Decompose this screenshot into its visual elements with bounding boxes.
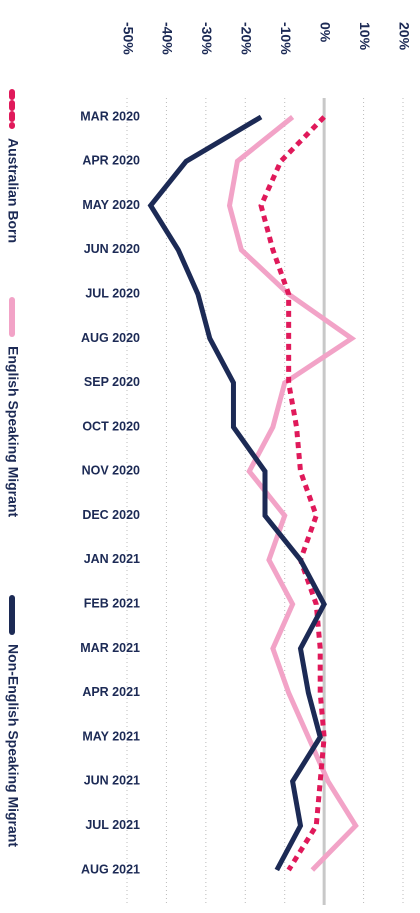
y-tick-label: JUL 2020 xyxy=(85,286,140,300)
y-tick-label: MAY 2020 xyxy=(82,198,140,212)
x-tick-label: 20% xyxy=(396,22,412,51)
y-tick-label: JUL 2021 xyxy=(85,818,140,832)
y-tick-label: APR 2020 xyxy=(82,154,140,168)
series-line xyxy=(147,114,327,872)
y-tick-label: OCT 2020 xyxy=(82,419,140,433)
y-tick-label: SEP 2020 xyxy=(84,375,140,389)
y-tick-label: MAR 2021 xyxy=(80,641,140,655)
series-line xyxy=(258,115,327,872)
y-tick-label: JUN 2021 xyxy=(84,774,140,788)
x-tick-label: -30% xyxy=(199,22,215,55)
legend-label: Australian Born xyxy=(5,138,21,243)
y-tick-label: JAN 2021 xyxy=(84,552,140,566)
legend-label: English Speaking Migrant xyxy=(5,346,21,517)
y-tick-label: APR 2021 xyxy=(82,685,140,699)
y-tick-label: NOV 2020 xyxy=(82,464,140,478)
x-tick-label: -50% xyxy=(120,22,136,55)
x-tick-label: -20% xyxy=(239,22,255,55)
y-tick-label: JUN 2020 xyxy=(84,242,140,256)
x-tick-label: -40% xyxy=(160,22,176,55)
x-tick-label: 10% xyxy=(357,22,373,51)
y-tick-label: AUG 2020 xyxy=(81,331,140,345)
x-tick-label: -10% xyxy=(278,22,294,55)
legend-label: Non-English Speaking Migrant xyxy=(5,644,21,847)
x-tick-label: 0% xyxy=(317,22,333,43)
y-tick-label: DEC 2020 xyxy=(82,508,140,522)
series-line xyxy=(226,115,359,872)
y-tick-label: MAY 2021 xyxy=(82,729,140,743)
y-tick-label: AUG 2021 xyxy=(81,862,140,876)
y-tick-label: FEB 2021 xyxy=(84,597,140,611)
y-tick-label: MAR 2020 xyxy=(80,109,140,123)
